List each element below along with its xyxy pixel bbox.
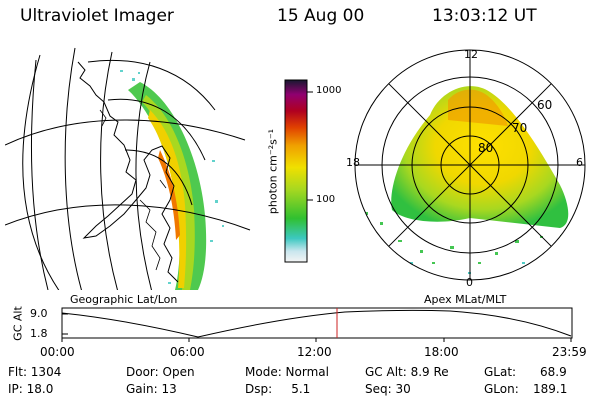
oval-speckle-cyan bbox=[378, 246, 551, 274]
aurora-speckle bbox=[120, 70, 224, 284]
oval-emission bbox=[391, 86, 569, 228]
colorbar-fill bbox=[284, 79, 308, 263]
coastline bbox=[77, 61, 179, 283]
mlat-label-70: 70 bbox=[512, 121, 528, 135]
observation-time: 13:03:12 UT bbox=[432, 6, 537, 26]
info-glon-value: 189.1 bbox=[533, 382, 568, 396]
colorbar bbox=[284, 79, 313, 263]
info-flight: Flt: 1304 bbox=[8, 365, 62, 379]
mlat-label-80: 80 bbox=[478, 141, 494, 155]
polar-spokes bbox=[355, 50, 585, 280]
coastline-detail bbox=[99, 109, 167, 271]
timeline-axis-title: GC Alt bbox=[11, 306, 25, 341]
mlat-label-60: 60 bbox=[537, 98, 553, 112]
info-glat-label: GLat: bbox=[484, 365, 517, 379]
aurora-band-core bbox=[148, 110, 187, 288]
timeline-xtick-1800: 18:00 bbox=[424, 345, 459, 359]
colorbar-tick-100: 100 bbox=[316, 194, 336, 205]
polar-plot bbox=[354, 49, 586, 281]
info-ip: IP: 18.0 bbox=[8, 382, 54, 396]
altitude-curve bbox=[61, 309, 572, 338]
info-seq: Seq: 30 bbox=[365, 382, 411, 396]
instrument-title: Ultraviolet Imager bbox=[20, 6, 174, 26]
info-door: Door: Open bbox=[126, 365, 195, 379]
colorbar-tick-1000: 1000 bbox=[316, 85, 342, 96]
timeline-ytick-low: 1.8 bbox=[30, 327, 48, 340]
altitude-timeline bbox=[61, 307, 573, 342]
timeline-frame bbox=[61, 307, 573, 339]
lat-lon-grid bbox=[5, 47, 251, 290]
info-gain: Gain: 13 bbox=[126, 382, 177, 396]
mlt-label-0: 0 bbox=[466, 276, 473, 289]
mlt-label-12: 12 bbox=[464, 48, 478, 61]
timeline-xtick-0000: 00:00 bbox=[40, 345, 75, 359]
aurora-band-bright bbox=[158, 150, 180, 240]
info-gc-alt: GC Alt: 8.9 Re bbox=[365, 365, 449, 379]
timeline-ticks bbox=[61, 338, 572, 342]
timeline-xtick-0600: 06:00 bbox=[170, 345, 205, 359]
info-dsp: Dsp: 5.1 bbox=[245, 382, 311, 396]
map-limb bbox=[22, 54, 60, 290]
geographic-map bbox=[5, 47, 251, 290]
info-glon-label: GLon: bbox=[484, 382, 519, 396]
aurora-band-mid bbox=[142, 95, 195, 290]
observation-date: 15 Aug 00 bbox=[277, 6, 365, 26]
mlt-label-18: 18 bbox=[346, 156, 360, 169]
info-mode: Mode: Normal bbox=[245, 365, 329, 379]
colorbar-unit-label: photon cm⁻²s⁻¹ bbox=[266, 128, 280, 215]
info-glat-value: 68.9 bbox=[540, 365, 567, 379]
timeline-xtick-2359: 23:59 bbox=[552, 345, 587, 359]
timeline-ytick-high: 9.0 bbox=[30, 307, 48, 320]
timeline-xtick-1200: 12:00 bbox=[297, 345, 332, 359]
mlt-label-6: 6 bbox=[576, 156, 583, 169]
left-panel-label: Geographic Lat/Lon bbox=[70, 293, 178, 306]
right-panel-label: Apex MLat/MLT bbox=[424, 293, 507, 306]
